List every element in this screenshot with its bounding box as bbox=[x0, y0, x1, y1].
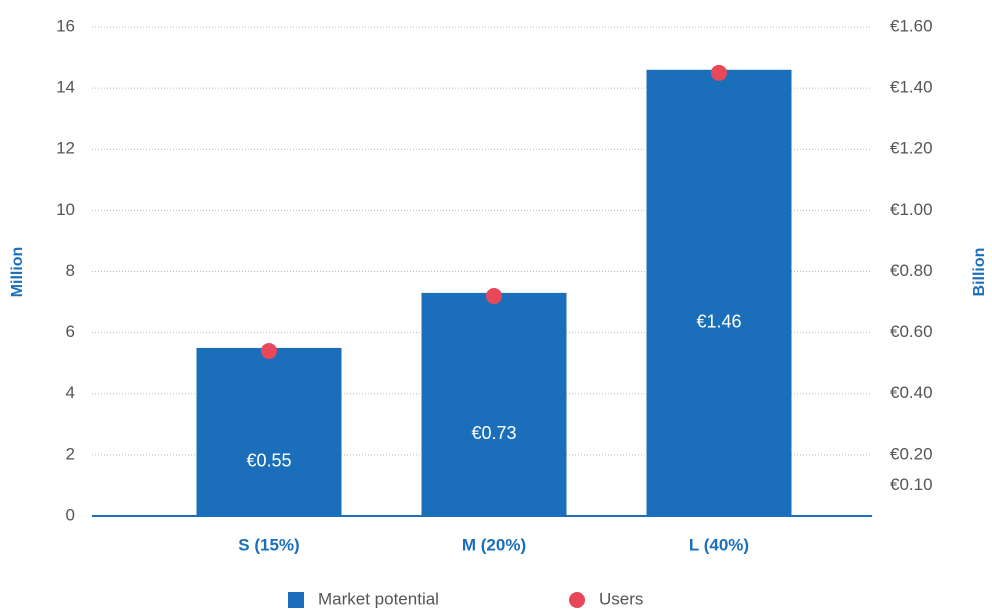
y-tick-label: 4 bbox=[66, 383, 75, 402]
y2-tick-label: €1.00 bbox=[890, 200, 933, 219]
y2-tick-label: €0.10 bbox=[890, 475, 933, 494]
y2-tick-label: €0.80 bbox=[890, 261, 933, 280]
dot bbox=[711, 64, 727, 81]
y-axis-title: Million bbox=[9, 247, 26, 298]
bar bbox=[421, 292, 567, 516]
y-tick-label: 10 bbox=[56, 200, 75, 219]
legend-label: Market potential bbox=[318, 589, 439, 608]
value-label: €0.55 bbox=[246, 451, 291, 471]
y-tick-label: 16 bbox=[56, 16, 75, 35]
y2-tick-label: €1.60 bbox=[890, 16, 933, 35]
bar bbox=[646, 69, 792, 516]
y-tick-label: 2 bbox=[66, 444, 75, 463]
value-label: €1.46 bbox=[696, 312, 741, 332]
y2-tick-label: €0.60 bbox=[890, 322, 933, 341]
y2-tick-label: €1.20 bbox=[890, 139, 933, 158]
y2-tick-label: €1.40 bbox=[890, 78, 933, 97]
y-tick-label: 8 bbox=[66, 261, 75, 280]
y2-tick-label: €0.20 bbox=[890, 444, 933, 463]
x-tick-label: M (20%) bbox=[462, 535, 526, 554]
y2-axis-title: Billion bbox=[971, 248, 988, 297]
value-label: €0.73 bbox=[471, 423, 516, 443]
y2-tick-label: €0.40 bbox=[890, 383, 933, 402]
legend-label: Users bbox=[599, 589, 643, 608]
y-tick-label: 14 bbox=[56, 78, 75, 97]
dot bbox=[261, 342, 277, 359]
x-tick-label: S (15%) bbox=[238, 535, 299, 554]
legend-swatch bbox=[569, 592, 585, 608]
dot bbox=[486, 287, 502, 304]
y-tick-label: 0 bbox=[66, 505, 75, 524]
x-tick-label: L (40%) bbox=[689, 535, 749, 554]
y-tick-label: 6 bbox=[66, 322, 75, 341]
y-tick-label: 12 bbox=[56, 139, 75, 158]
bar bbox=[196, 347, 342, 516]
legend-swatch bbox=[288, 592, 304, 608]
